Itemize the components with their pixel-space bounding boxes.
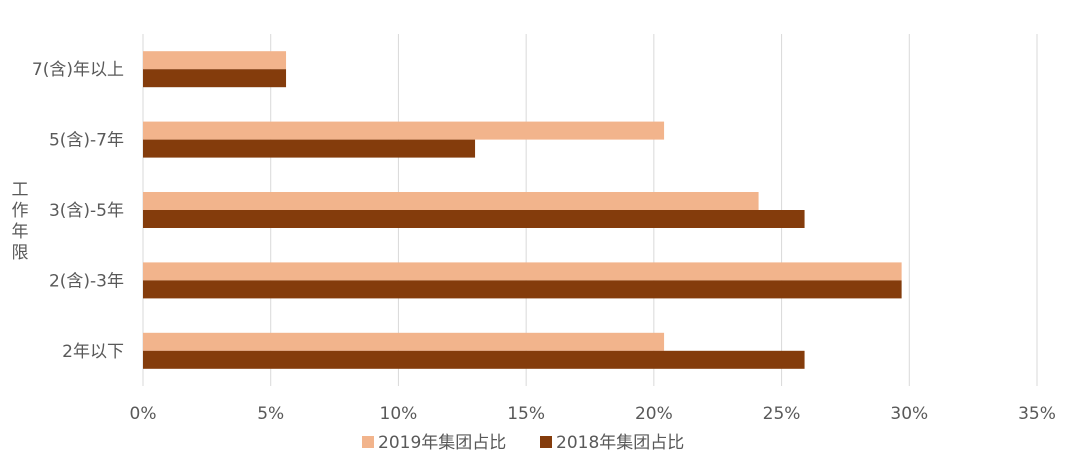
- legend-swatch: [362, 436, 374, 448]
- bar: [143, 280, 902, 299]
- legend-label: 2018年集团占比: [556, 433, 684, 453]
- legend-label: 2019年集团占比: [378, 433, 506, 453]
- legend-swatch: [540, 436, 552, 448]
- category-label: 2(含)-3年: [49, 271, 124, 291]
- bars: [143, 51, 902, 369]
- bar: [143, 332, 665, 351]
- x-tick-label: 15%: [507, 404, 545, 424]
- x-tick-label: 35%: [1018, 404, 1056, 424]
- x-tick-label: 20%: [635, 404, 673, 424]
- x-tick-label: 0%: [130, 404, 157, 424]
- bar: [143, 69, 287, 88]
- category-labels: 7(含)年以上 5(含)-7年 3(含)-5年 2(含)-3年 2年以下: [32, 60, 124, 362]
- bar: [143, 192, 759, 210]
- x-tick-label: 30%: [890, 404, 928, 424]
- x-tick-label: 5%: [257, 404, 284, 424]
- bar: [143, 51, 287, 70]
- bar: [143, 350, 805, 369]
- category-label: 3(含)-5年: [49, 201, 124, 221]
- bar: [143, 121, 665, 140]
- category-label: 2年以下: [62, 342, 124, 362]
- x-tick-label: 10%: [380, 404, 418, 424]
- legend: 2019年集团占比 2018年集团占比: [362, 433, 684, 453]
- bar: [143, 262, 902, 281]
- bar: [143, 210, 805, 228]
- x-tick-labels: 0% 5% 10% 15% 20% 25% 30% 35%: [130, 404, 1056, 424]
- category-label: 7(含)年以上: [32, 60, 124, 80]
- category-label: 5(含)-7年: [49, 131, 124, 151]
- x-tick-label: 25%: [763, 404, 801, 424]
- y-axis-label: 工作年限: [12, 180, 29, 263]
- bar: [143, 139, 476, 158]
